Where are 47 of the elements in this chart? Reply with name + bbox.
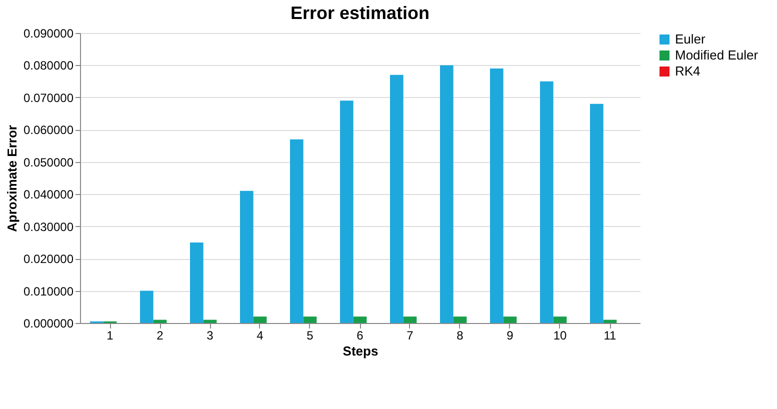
bar xyxy=(203,320,217,323)
y-tick-label: 0.080000 xyxy=(23,58,74,73)
bar xyxy=(153,320,167,323)
bar xyxy=(190,242,204,323)
y-tick-label: 0.000000 xyxy=(23,316,74,330)
bar xyxy=(340,100,354,323)
x-tick-label: 1 xyxy=(106,328,114,342)
bar xyxy=(440,65,454,323)
legend-label: RK4 xyxy=(675,64,700,78)
y-tick-label: 0.040000 xyxy=(23,188,74,202)
x-tick-label: 7 xyxy=(406,328,414,342)
bar xyxy=(253,316,267,323)
legend-label: Modified Euler xyxy=(675,48,759,62)
x-tick-label: 5 xyxy=(306,328,314,342)
bar xyxy=(490,68,504,323)
x-axis-title: Steps xyxy=(342,344,378,358)
y-tick-label: 0.060000 xyxy=(23,123,74,138)
chart-title: Error estimation xyxy=(290,3,430,23)
bar xyxy=(140,290,154,323)
bar xyxy=(553,316,567,323)
x-tick-label: 3 xyxy=(206,328,214,342)
y-axis-title: Aproximate Error xyxy=(4,125,20,232)
bar xyxy=(390,74,404,323)
bar xyxy=(303,316,317,323)
y-tick-label: 0.010000 xyxy=(23,284,74,298)
bar xyxy=(590,104,604,323)
x-tick-label: 6 xyxy=(356,328,364,342)
y-tick-label: 0.020000 xyxy=(23,252,74,266)
bar xyxy=(453,316,467,323)
x-tick-label: 4 xyxy=(256,328,264,342)
x-tick-label: 8 xyxy=(456,328,464,342)
legend-label: Euler xyxy=(675,32,706,46)
bar xyxy=(603,320,617,323)
bar xyxy=(540,81,554,323)
bar xyxy=(353,316,367,323)
x-tick-label: 10 xyxy=(553,328,567,342)
x-tick-label: 11 xyxy=(604,328,617,342)
y-tick-label: 0.090000 xyxy=(23,26,74,40)
x-tick-label: 9 xyxy=(506,328,514,342)
bar xyxy=(290,139,304,323)
y-tick-label: 0.070000 xyxy=(23,90,74,105)
x-tick-label: 2 xyxy=(156,328,164,342)
bar xyxy=(503,316,517,323)
y-tick-label: 0.030000 xyxy=(23,220,74,234)
y-tick-label: 0.050000 xyxy=(23,155,74,170)
bar xyxy=(240,190,254,323)
bar xyxy=(403,316,417,323)
